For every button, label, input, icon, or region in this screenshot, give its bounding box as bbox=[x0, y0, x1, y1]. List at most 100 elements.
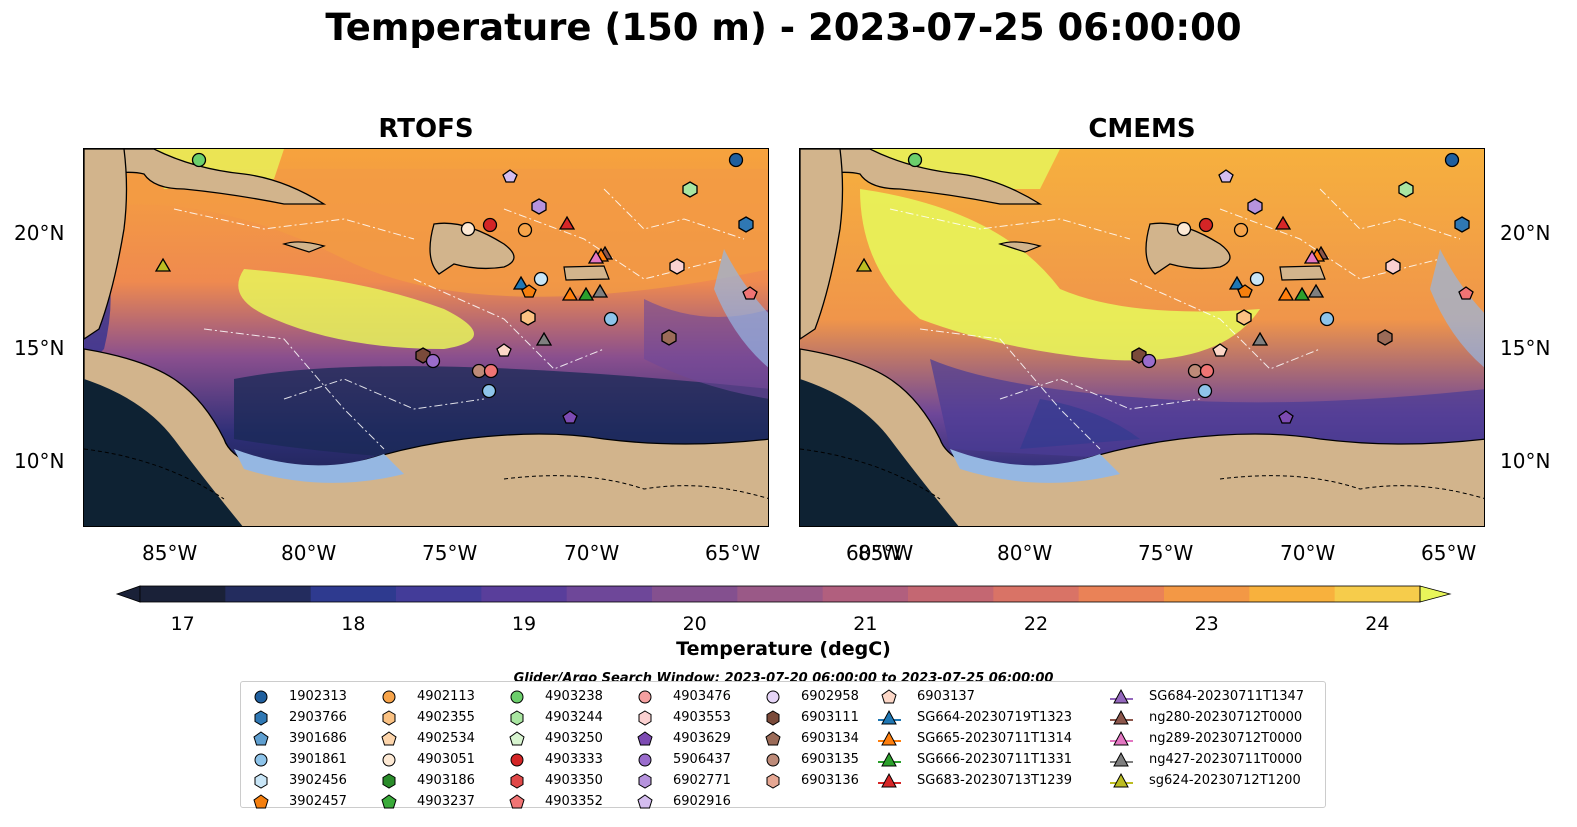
legend-item: 4903238 bbox=[505, 686, 603, 707]
legend-item-label: 4903250 bbox=[545, 731, 603, 746]
pentagon-marker-icon bbox=[253, 793, 269, 808]
legend-item-label: SG665-20230711T1314 bbox=[917, 731, 1073, 746]
legend-item-label: 4902113 bbox=[417, 689, 475, 704]
lon-tick-label: 80°W bbox=[281, 541, 337, 565]
legend-column: 4902113 4902355 4902534 4903051 4903186 49032… bbox=[377, 686, 475, 812]
triangle-marker-icon bbox=[1110, 688, 1133, 703]
hexagon-marker-icon bbox=[766, 709, 780, 726]
legend-item-label: ng289-20230712T0000 bbox=[1149, 731, 1303, 746]
lon-tick-label: 75°W bbox=[1138, 541, 1194, 565]
colorbar-block bbox=[1078, 586, 1165, 602]
pentagon-marker-icon bbox=[637, 793, 653, 808]
legend-item: 6903136 bbox=[761, 770, 859, 791]
map-rtofs-canvas bbox=[84, 149, 768, 526]
colorbar-extend-low bbox=[115, 585, 141, 603]
colorbar-tick-label: 20 bbox=[683, 613, 707, 635]
legend-item-label: 4903244 bbox=[545, 710, 603, 725]
pentagon-marker-icon bbox=[637, 730, 653, 745]
pentagon-marker-icon bbox=[509, 793, 525, 808]
hexagon-marker-icon bbox=[382, 772, 396, 789]
legend-column: 6903137 SG664-20230719T1323 SG665-20230711… bbox=[877, 686, 1072, 791]
colorbar-tick-label: 17 bbox=[171, 613, 195, 635]
lat-tick-label-right: 15°N bbox=[1500, 336, 1551, 360]
colorbar-block bbox=[140, 586, 226, 602]
colorbar-tick-label: 22 bbox=[1024, 613, 1048, 635]
lat-tick-label-left: 10°N bbox=[14, 449, 65, 473]
legend-item-label: 6902771 bbox=[673, 773, 731, 788]
legend-item: 6903135 bbox=[761, 749, 859, 770]
legend-item: 4903629 bbox=[633, 728, 731, 749]
legend: 1902313 2903766 3901686 3901861 3902456 39024… bbox=[240, 681, 1326, 809]
legend-item: 6902958 bbox=[761, 686, 859, 707]
colorbar-block bbox=[1334, 586, 1421, 602]
legend-column: 4903476 4903553 4903629 5906437 6902771 69029… bbox=[633, 686, 731, 812]
legend-item-label: 4903553 bbox=[673, 710, 731, 725]
pentagon-marker-icon bbox=[765, 730, 781, 745]
triangle-marker-icon bbox=[878, 730, 901, 745]
legend-item: 4902113 bbox=[377, 686, 475, 707]
pentagon-marker-icon bbox=[881, 688, 897, 703]
hexagon-marker-icon bbox=[254, 709, 268, 726]
lon-tick-label: 70°W bbox=[564, 541, 620, 565]
pentagon-marker-icon bbox=[509, 730, 525, 745]
lon-tick-label: 70°W bbox=[1280, 541, 1336, 565]
pentagon-marker-icon bbox=[381, 793, 397, 808]
colorbar-block bbox=[396, 586, 482, 602]
colorbar-block bbox=[225, 586, 312, 602]
circle-marker-icon bbox=[766, 690, 780, 703]
colorbar-block bbox=[908, 586, 994, 602]
lat-tick-label-right: 20°N bbox=[1500, 221, 1551, 245]
legend-item: 4902534 bbox=[377, 728, 475, 749]
legend-item-label: ng280-20230712T0000 bbox=[1149, 710, 1303, 725]
legend-item: SG665-20230711T1314 bbox=[877, 728, 1072, 749]
legend-item-label: 4903333 bbox=[545, 752, 603, 767]
map-cmems bbox=[799, 148, 1485, 527]
lon-tick-label: 85°W bbox=[142, 541, 198, 565]
legend-item: ng427-20230711T0000 bbox=[1109, 749, 1304, 770]
triangle-marker-icon bbox=[878, 751, 901, 766]
legend-item: 6903134 bbox=[761, 728, 859, 749]
legend-item-label: 6903137 bbox=[917, 689, 975, 704]
hexagon-marker-icon bbox=[510, 709, 524, 726]
legend-item-label: 4903238 bbox=[545, 689, 603, 704]
lat-tick-label-left: 15°N bbox=[14, 336, 65, 360]
triangle-marker-icon bbox=[878, 709, 901, 724]
triangle-marker-icon bbox=[1110, 730, 1133, 745]
legend-item-label: 4903352 bbox=[545, 794, 603, 809]
legend-item: 3901861 bbox=[249, 749, 347, 770]
hexagon-marker-icon bbox=[638, 709, 652, 726]
circle-marker-icon bbox=[254, 753, 268, 766]
colorbar-block bbox=[993, 586, 1080, 602]
colorbar-frame bbox=[139, 585, 1421, 603]
legend-item: 4903051 bbox=[377, 749, 475, 770]
map-cmems-canvas bbox=[800, 149, 1484, 526]
legend-column: 4903238 4903244 4903250 4903333 4903350 49033… bbox=[505, 686, 603, 812]
legend-item: 4903237 bbox=[377, 791, 475, 812]
panel-title-cmems: CMEMS bbox=[1088, 114, 1196, 144]
colorbar-tick-label: 21 bbox=[853, 613, 877, 635]
triangle-marker-icon bbox=[1110, 772, 1133, 787]
circle-marker-icon bbox=[510, 690, 524, 703]
legend-item-label: SG664-20230719T1323 bbox=[917, 710, 1073, 725]
legend-item-label: 6902916 bbox=[673, 794, 731, 809]
legend-item-label: ng427-20230711T0000 bbox=[1149, 752, 1303, 767]
colorbar-extend-high bbox=[1419, 585, 1452, 603]
legend-item-label: 6903111 bbox=[801, 710, 859, 725]
figure-title: Temperature (150 m) - 2023-07-25 06:00:0… bbox=[325, 6, 1242, 49]
colorbar-block bbox=[652, 586, 738, 602]
circle-marker-icon bbox=[510, 753, 524, 766]
legend-item-label: SG683-20230713T1239 bbox=[917, 773, 1073, 788]
legend-item: SG664-20230719T1323 bbox=[877, 707, 1072, 728]
legend-item-label: 5906437 bbox=[673, 752, 731, 767]
legend-item: 6902771 bbox=[633, 770, 731, 791]
colorbar-block bbox=[1164, 586, 1250, 602]
legend-item: 4903333 bbox=[505, 749, 603, 770]
legend-column: 6902958 6903111 6903134 6903135 6903136 bbox=[761, 686, 859, 791]
circle-marker-icon bbox=[638, 690, 652, 703]
legend-item: 3902457 bbox=[249, 791, 347, 812]
legend-item: SG684-20230711T1347 bbox=[1109, 686, 1304, 707]
legend-item: 4903350 bbox=[505, 770, 603, 791]
legend-item-label: 3901861 bbox=[289, 752, 347, 767]
legend-item-label: 6902958 bbox=[801, 689, 859, 704]
legend-item: 2903766 bbox=[249, 707, 347, 728]
